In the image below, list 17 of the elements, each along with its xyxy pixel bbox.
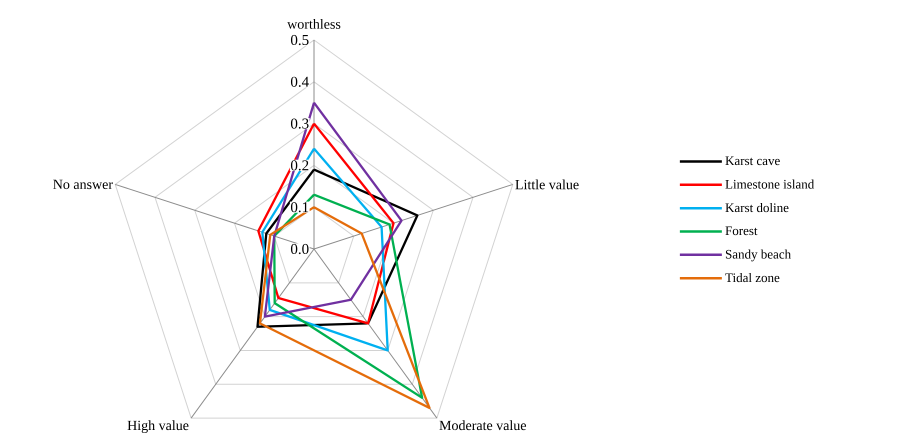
legend-label: Sandy beach xyxy=(726,249,791,262)
legend-label: Tidal zone xyxy=(725,272,780,282)
spoke-label: High value xyxy=(128,420,188,434)
spoke-label: Little value xyxy=(515,179,579,190)
legend-label: Karst cave xyxy=(725,156,780,166)
legend-label: Forest xyxy=(725,226,758,236)
y-tick-label: 0.3 xyxy=(290,118,309,129)
spoke-label: No answer xyxy=(53,180,113,190)
legend-label: Limestone island xyxy=(725,179,814,189)
legend-label: Karst doline xyxy=(725,202,788,212)
spoke-label: Moderate value xyxy=(439,420,526,430)
spoke-label: worthless xyxy=(287,18,340,29)
y-tick-label: 0.4 xyxy=(290,76,309,87)
y-tick-label: 0.1 xyxy=(290,202,308,212)
y-tick-label: 0.0 xyxy=(290,244,309,254)
y-tick-label: 0.5 xyxy=(290,34,309,46)
y-tick-label: 0.2 xyxy=(290,160,308,170)
